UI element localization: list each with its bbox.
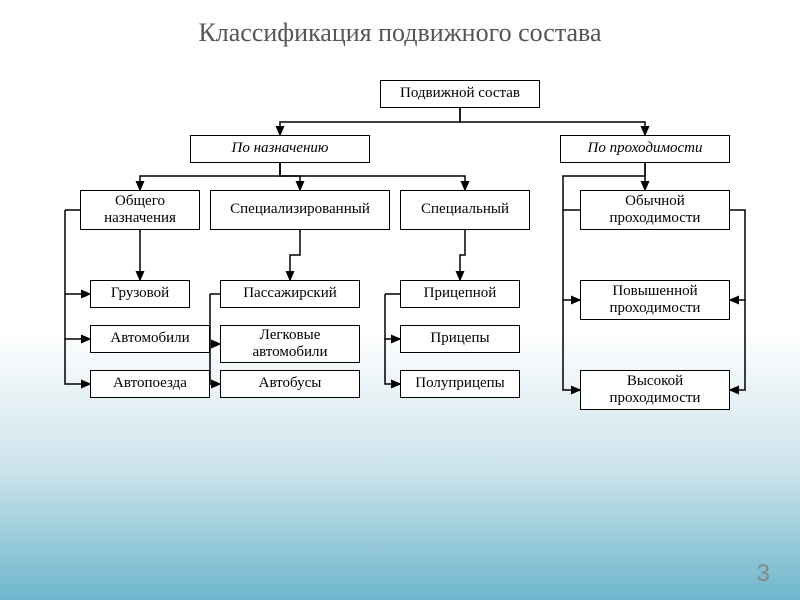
- node-trailer: Прицепной: [400, 280, 520, 308]
- diagram-container: Подвижной состав По назначению По проходим…: [50, 80, 750, 480]
- page-number: 3: [757, 560, 770, 588]
- node-specialized: Специализированный: [210, 190, 390, 230]
- node-by_purpose: По назначению: [190, 135, 370, 163]
- node-buses: Автобусы: [220, 370, 360, 398]
- node-passenger: Пассажирский: [220, 280, 360, 308]
- node-root: Подвижной состав: [380, 80, 540, 108]
- node-cargo: Грузовой: [90, 280, 190, 308]
- node-general: Общего назначения: [80, 190, 200, 230]
- node-autos: Автомобили: [90, 325, 210, 353]
- node-roadtrains: Автопоезда: [90, 370, 210, 398]
- node-by_pass: По проходимости: [560, 135, 730, 163]
- node-trailers: Прицепы: [400, 325, 520, 353]
- node-normal_pass: Обычной проходимости: [580, 190, 730, 230]
- page-title: Классификация подвижного состава: [0, 0, 800, 48]
- node-light_autos: Легковые автомобили: [220, 325, 360, 363]
- node-semitrailers: Полуприцепы: [400, 370, 520, 398]
- node-high_pass: Высокой проходимости: [580, 370, 730, 410]
- node-special: Специальный: [400, 190, 530, 230]
- node-incr_pass: Повышенной проходимости: [580, 280, 730, 320]
